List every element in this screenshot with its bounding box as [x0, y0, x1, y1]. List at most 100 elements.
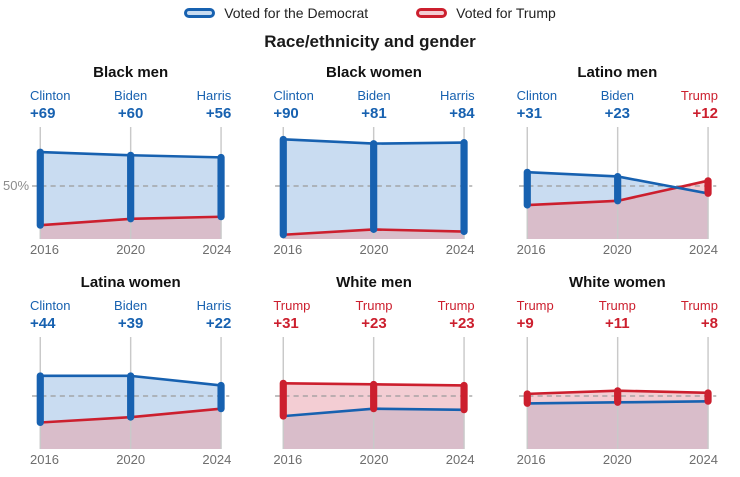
- candidate-margin: +22: [205, 315, 232, 332]
- candidate-name: Harris: [439, 88, 475, 103]
- candidate-name: Clinton: [273, 88, 314, 103]
- panel-title: Black women: [326, 64, 422, 81]
- panel-chart: [275, 337, 473, 449]
- candidate-margin: +9: [516, 315, 534, 332]
- year-label: 2020: [116, 452, 146, 467]
- candidate-labels: Clinton +90 Biden +81 Harris +84: [273, 88, 474, 122]
- candidate-margin: +8: [700, 315, 718, 332]
- candidate-name: Trump: [437, 298, 475, 313]
- candidate-label: Harris +84: [408, 88, 475, 122]
- panel-title: Black men: [93, 64, 169, 81]
- chart-panel: White men Trump +31 Trump +23 Trump +23 2016 202…: [273, 274, 474, 467]
- candidate-margin: +84: [449, 105, 475, 122]
- year-axis: 2016 2020 2024: [30, 452, 231, 467]
- panel-title: Latina women: [80, 274, 181, 291]
- panel-chart: [32, 127, 230, 239]
- legend-label-trump: Voted for Trump: [456, 5, 556, 21]
- panel-title: Latino men: [577, 64, 658, 81]
- candidate-label: Clinton +31: [517, 88, 583, 122]
- candidate-label: Trump +31: [273, 298, 339, 332]
- democrat-line-swatch: [184, 8, 216, 18]
- panel-chart: [518, 337, 716, 449]
- year-label: 2016: [516, 242, 546, 257]
- candidate-labels: Clinton +69 Biden +60 Harris +56: [30, 88, 231, 122]
- candidate-label: Trump +11: [584, 298, 650, 332]
- candidate-label: Trump +23: [408, 298, 475, 332]
- candidate-name: Biden: [600, 88, 634, 103]
- panel-chart: [32, 337, 230, 449]
- panel-chart: [275, 127, 473, 239]
- candidate-name: Biden: [357, 88, 391, 103]
- year-label: 2016: [516, 452, 546, 467]
- candidate-label: Harris +22: [165, 298, 232, 332]
- candidate-margin: +56: [205, 105, 232, 122]
- panel-title: White women: [568, 274, 666, 291]
- candidate-name: Biden: [114, 88, 148, 103]
- lead-area: [676, 180, 708, 194]
- fifty-percent-label: 50%: [3, 178, 30, 193]
- year-label: 2024: [202, 242, 232, 257]
- candidate-label: Trump +8: [652, 298, 718, 332]
- year-label: 2024: [689, 242, 718, 257]
- chart-panel: White women Trump +9 Trump +11 Trump +8 2016 202…: [517, 274, 718, 467]
- candidate-name: Trump: [516, 298, 554, 313]
- candidate-label: Biden +23: [584, 88, 650, 122]
- year-axis: 2016 2020 2024: [273, 452, 474, 467]
- candidate-margin: +23: [361, 315, 387, 332]
- candidate-name: Trump: [598, 298, 636, 313]
- year-label: 2024: [689, 452, 718, 467]
- year-label: 2020: [359, 242, 389, 257]
- candidate-margin: +31: [273, 315, 299, 332]
- candidate-name: Clinton: [30, 88, 71, 103]
- charts-grid: Black men Clinton +69 Biden +60 Harris +56 2016…: [0, 64, 740, 467]
- year-label: 2024: [202, 452, 232, 467]
- candidate-labels: Trump +9 Trump +11 Trump +8: [517, 298, 718, 332]
- candidate-label: Harris +56: [165, 88, 232, 122]
- candidate-labels: Trump +31 Trump +23 Trump +23: [273, 298, 474, 332]
- year-label: 2024: [445, 242, 475, 257]
- candidate-labels: Clinton +44 Biden +39 Harris +22: [30, 298, 231, 332]
- candidate-name: Biden: [114, 298, 148, 313]
- candidate-margin: +39: [117, 315, 144, 332]
- chart-title: Race/ethnicity and gender: [264, 32, 476, 51]
- legend: Voted for the Democrat Voted for Trump: [0, 0, 740, 21]
- candidate-margin: +11: [605, 315, 630, 332]
- year-label: 2016: [273, 452, 303, 467]
- candidate-label: Biden +81: [341, 88, 407, 122]
- candidate-name: Harris: [196, 88, 232, 103]
- candidate-name: Trump: [680, 298, 718, 313]
- candidate-labels: Clinton +31 Biden +23 Trump +12: [517, 88, 718, 122]
- year-label: 2024: [445, 452, 475, 467]
- candidate-label: Biden +39: [97, 298, 163, 332]
- year-label: 2020: [116, 242, 146, 257]
- year-label: 2020: [602, 242, 632, 257]
- candidate-margin: +90: [273, 105, 299, 122]
- candidate-name: Harris: [196, 298, 232, 313]
- candidate-margin: +12: [692, 105, 718, 122]
- year-label: 2020: [602, 452, 632, 467]
- chart-panel: Latina women Clinton +44 Biden +39 Harris +22 2…: [30, 274, 231, 467]
- candidate-name: Trump: [680, 88, 718, 103]
- candidate-margin: +23: [604, 105, 631, 122]
- candidate-margin: +69: [30, 105, 56, 122]
- candidate-label: Clinton +69: [30, 88, 96, 122]
- trump-line-swatch: [416, 8, 448, 18]
- candidate-name: Trump: [273, 298, 311, 313]
- year-label: 2016: [30, 242, 59, 257]
- legend-item-democrat: Voted for the Democrat: [184, 5, 368, 21]
- year-axis: 2016 2020 2024: [273, 242, 474, 257]
- lead-area: [526, 172, 677, 206]
- year-axis: 2016 2020 2024: [517, 452, 718, 467]
- candidate-margin: +60: [117, 105, 144, 122]
- infographic: Voted for the Democrat Voted for Trump R…: [0, 0, 740, 467]
- candidate-margin: +44: [30, 315, 56, 332]
- candidate-label: Clinton +90: [273, 88, 339, 122]
- candidate-margin: +31: [516, 105, 543, 122]
- year-label: 2016: [30, 452, 59, 467]
- year-axis: 2016 2020 2024: [30, 242, 231, 257]
- chart-panel: Latino men Clinton +31 Biden +23 Trump +12 2016…: [517, 64, 718, 257]
- candidate-margin: +81: [361, 105, 387, 122]
- year-axis: 2016 2020 2024: [517, 242, 718, 257]
- candidate-label: Trump +9: [517, 298, 583, 332]
- candidate-name: Clinton: [516, 88, 558, 103]
